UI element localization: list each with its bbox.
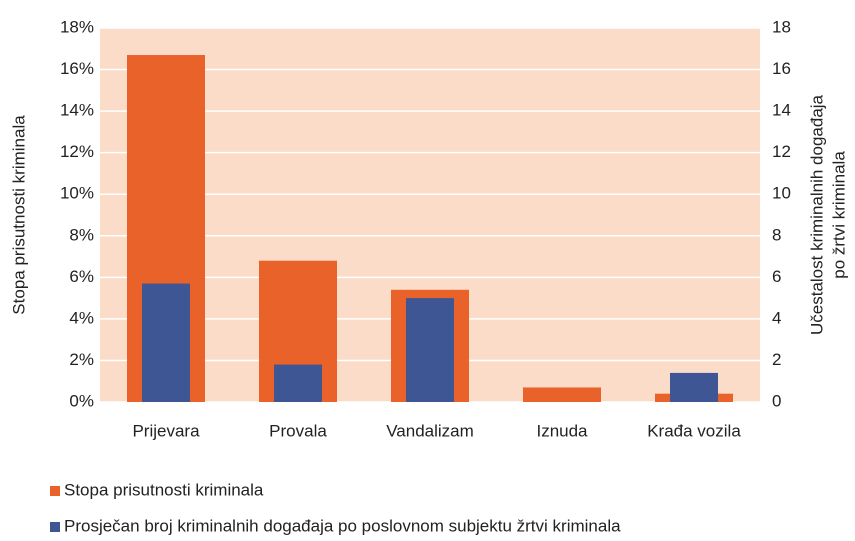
- legend-label: Prosječan broj kriminalnih događaja po p…: [64, 516, 621, 535]
- y2-tick-label: 18: [772, 17, 791, 36]
- legend-swatch: [50, 522, 60, 532]
- x-tick-label: Iznuda: [536, 421, 588, 440]
- bar: [523, 387, 601, 402]
- y2-axis-label: Učestalost kriminalnih događaja: [807, 94, 826, 335]
- y2-tick-label: 8: [772, 225, 781, 244]
- y-axis-label: Stopa prisutnosti kriminala: [9, 115, 28, 315]
- y2-tick-label: 2: [772, 350, 781, 369]
- bar: [406, 298, 454, 402]
- y2-tick-label: 4: [772, 308, 781, 327]
- y-tick-label: 18%: [60, 17, 94, 36]
- bar: [274, 364, 322, 402]
- y2-tick-label: 0: [772, 391, 781, 410]
- x-tick-label: Krađa vozila: [647, 421, 741, 440]
- y2-tick-label: 14: [772, 101, 791, 120]
- y2-tick-label: 6: [772, 267, 781, 286]
- y-tick-label: 6%: [69, 267, 94, 286]
- y2-tick-label: 16: [772, 59, 791, 78]
- bar: [142, 283, 190, 402]
- x-tick-label: Prijevara: [132, 421, 200, 440]
- x-tick-label: Vandalizam: [386, 421, 474, 440]
- y-tick-label: 16%: [60, 59, 94, 78]
- y-tick-label: 14%: [60, 101, 94, 120]
- x-tick-label: Provala: [269, 421, 327, 440]
- y2-tick-label: 10: [772, 184, 791, 203]
- y-tick-label: 12%: [60, 142, 94, 161]
- legend-swatch: [50, 486, 60, 496]
- y-tick-label: 10%: [60, 184, 94, 203]
- y2-axis-label: po žrtvi kriminala: [829, 151, 848, 279]
- bar: [670, 372, 718, 402]
- y2-tick-label: 12: [772, 142, 791, 161]
- y-tick-label: 8%: [69, 225, 94, 244]
- y-tick-label: 0%: [69, 391, 94, 410]
- y-tick-label: 4%: [69, 308, 94, 327]
- y-tick-label: 2%: [69, 350, 94, 369]
- legend-label: Stopa prisutnosti kriminala: [64, 480, 264, 499]
